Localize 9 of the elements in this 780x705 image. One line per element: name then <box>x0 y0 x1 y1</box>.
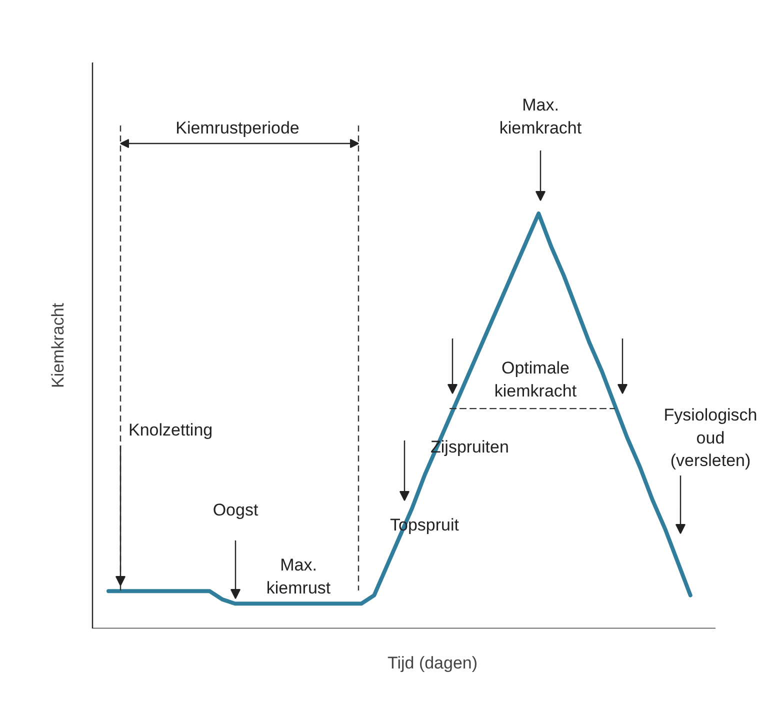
annotation: Fysiologisch oud (versleten) <box>664 406 758 470</box>
annotation: Optimale kiemkracht <box>494 358 577 400</box>
text: Kiemrustperiode <box>176 118 300 138</box>
annotation: Knolzetting <box>128 420 213 440</box>
x-axis-title: Tijd (dagen) <box>387 654 478 672</box>
annotation: Oogst <box>212 500 258 520</box>
text: Max. kiemkracht <box>499 96 582 138</box>
annotation: Max. kiemrust <box>266 556 331 598</box>
y-axis-title: Kiemkracht <box>48 302 68 388</box>
